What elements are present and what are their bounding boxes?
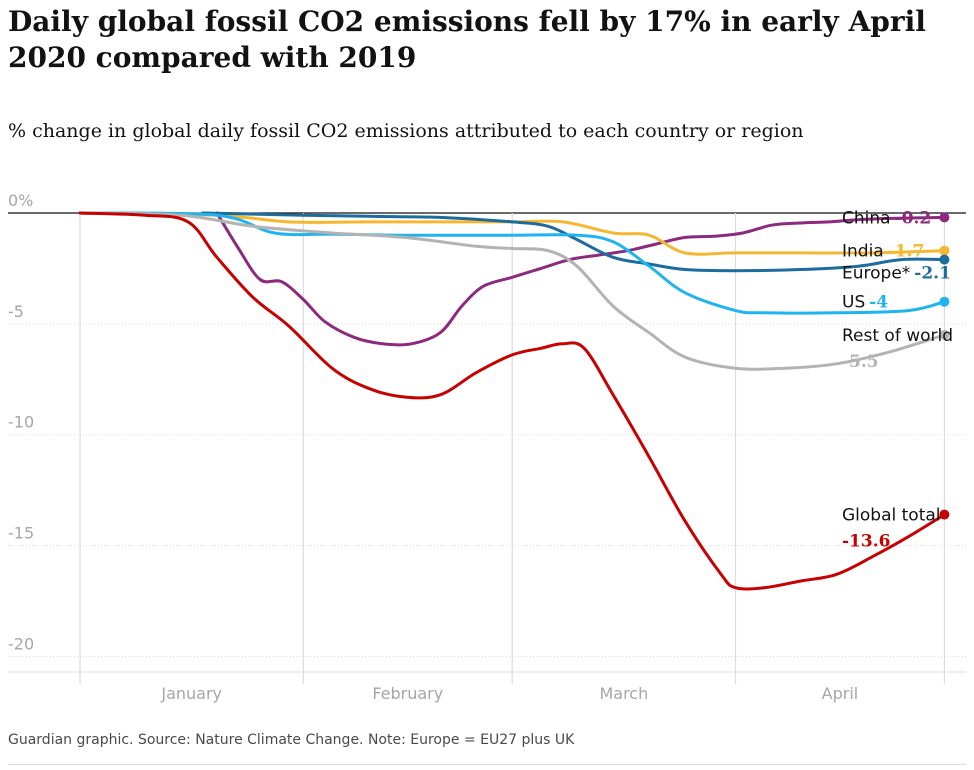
- source-note: Guardian graphic. Source: Nature Climate…: [8, 732, 575, 748]
- series-label-europe: Europe* -2.1: [842, 264, 951, 284]
- chart-title: Daily global fossil CO2 emissions fell b…: [8, 5, 926, 74]
- y-tick-label: -5: [8, 302, 24, 321]
- series-line-china: [215, 211, 946, 347]
- series-line-us: [78, 211, 946, 315]
- y-tick-label: 0%: [8, 191, 33, 210]
- end-marker-rest-of-world: [939, 329, 950, 340]
- gridlines: [8, 212, 966, 684]
- series-label-china: China -0.2: [842, 208, 931, 228]
- series-label-global-total: Global total -13.6: [842, 506, 941, 552]
- x-tick-label: January: [160, 684, 222, 703]
- series-value: -4: [869, 293, 888, 313]
- chart-subtitle: % change in global daily fossil CO2 emis…: [8, 120, 804, 142]
- y-tick-label: -10: [8, 413, 34, 432]
- series-line-rest-of-world: [78, 211, 946, 371]
- series-name: China: [842, 208, 891, 228]
- y-tick-label: -20: [8, 634, 34, 653]
- series-value: -13.6: [842, 532, 890, 552]
- series-value: -2.1: [914, 264, 951, 284]
- x-tick-label: February: [372, 684, 443, 703]
- y-tick-label: -15: [8, 524, 34, 543]
- footer-divider: [8, 764, 966, 765]
- series-name: Global total: [842, 506, 941, 526]
- series-value: -0.2: [895, 208, 932, 228]
- series-line-global-total: [78, 211, 946, 591]
- end-markers: [939, 212, 950, 520]
- series-label-rest-of-world: Rest of world -5.5: [842, 326, 953, 372]
- series-value: -5.5: [842, 352, 879, 372]
- end-marker-china: [939, 212, 950, 223]
- series-value: -1.7: [888, 242, 925, 262]
- end-marker-global-total: [939, 509, 950, 520]
- series-lines: [78, 211, 946, 591]
- x-tick-label: April: [822, 684, 859, 703]
- series-line-india: [78, 211, 946, 256]
- series-name: Rest of world: [842, 326, 953, 346]
- series-name: India: [842, 242, 884, 262]
- end-marker-europe: [939, 254, 950, 265]
- series-name: Europe*: [842, 264, 910, 284]
- axis-labels: 0% -5 -10 -15 -20 January February March April: [8, 191, 858, 703]
- series-line-europe: [201, 211, 946, 273]
- series-label-us: US -4: [842, 293, 888, 313]
- end-marker-india: [939, 245, 950, 256]
- x-tick-label: March: [599, 684, 648, 703]
- series-label-india: India -1.7: [842, 242, 924, 262]
- series-name: US: [842, 293, 865, 313]
- end-marker-us: [939, 296, 950, 307]
